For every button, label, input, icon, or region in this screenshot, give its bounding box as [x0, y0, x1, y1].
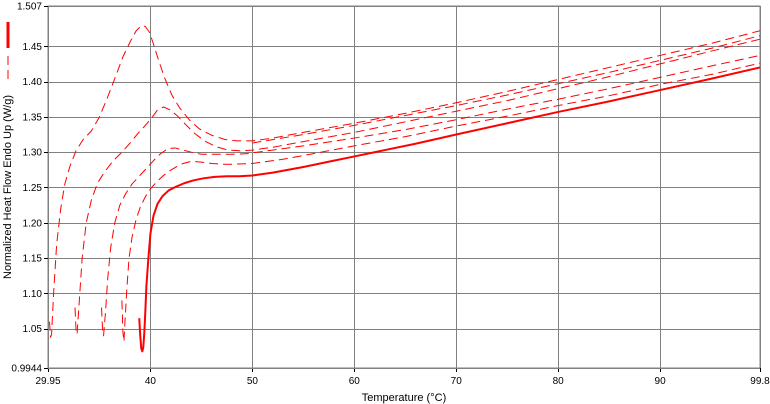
x-tick-label: 70 — [451, 376, 463, 387]
y-tick-label: 1.05 — [23, 324, 43, 335]
x-tick-label: 80 — [553, 376, 565, 387]
series-line-6 — [252, 35, 761, 144]
y-tick-label: 1.507 — [17, 2, 42, 13]
series-line-1 — [138, 66, 761, 353]
tick-layer: 29.95 40 50 60 70 80 90 99.8 0.9944 1.05 1.10 1.15 1… — [11, 2, 770, 388]
x-tick-label: 99.8 — [750, 376, 770, 387]
x-tick-label: 90 — [655, 376, 667, 387]
y-tick-label: 0.9944 — [11, 364, 42, 375]
x-tick-label: 29.95 — [35, 376, 60, 387]
y-tick-label: 1.25 — [23, 183, 43, 194]
x-axis-title: Temperature (°C) — [362, 392, 446, 404]
grid-layer — [44, 5, 761, 372]
y-tick-label: 1.10 — [23, 289, 43, 300]
y-tick-label: 1.40 — [23, 77, 43, 88]
series-line-3 — [101, 54, 761, 337]
y-tick-label: 1.15 — [23, 254, 43, 265]
y-tick-label: 1.20 — [23, 218, 43, 229]
x-tick-label: 60 — [349, 376, 361, 387]
series-line-4 — [74, 38, 761, 335]
x-tick-label: 40 — [145, 376, 157, 387]
x-tick-label: 50 — [247, 376, 259, 387]
y-tick-label: 1.35 — [23, 112, 43, 123]
series-line-2 — [121, 62, 761, 342]
y-tick-label: 1.30 — [23, 148, 43, 159]
y-tick-label: 1.45 — [23, 42, 43, 53]
series-layer — [49, 25, 761, 353]
series-line-5 — [49, 25, 761, 338]
y-axis-title: Normalized Heat Flow Endo Up (W/g) — [2, 95, 14, 279]
